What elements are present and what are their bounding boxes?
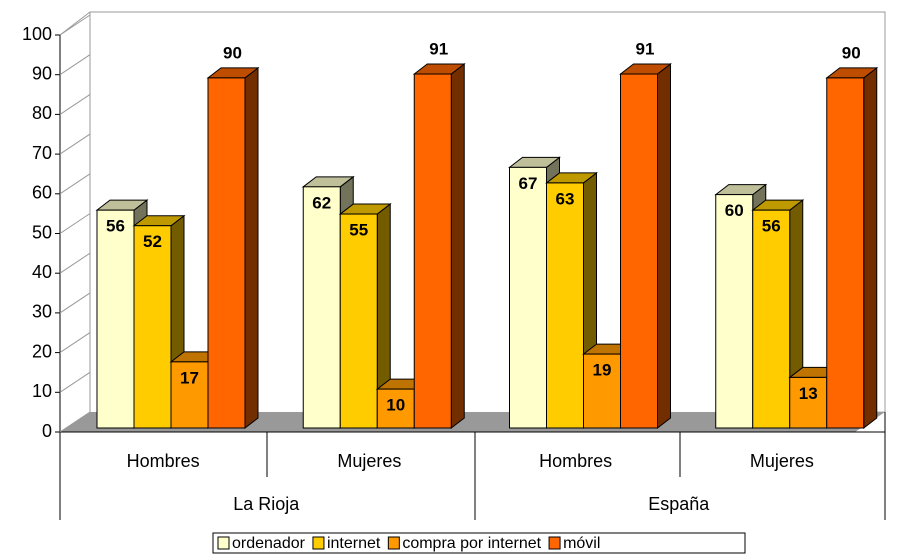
grid-line <box>59 93 91 115</box>
bar <box>826 77 865 429</box>
legend-label: móvil <box>563 535 600 552</box>
y-tick-label: 90 <box>32 63 52 83</box>
bar-side <box>657 62 671 430</box>
data-label: 52 <box>143 232 162 251</box>
x-tick-label: Mujeres <box>750 451 814 471</box>
data-label: 67 <box>519 174 538 193</box>
legend-label: ordenador <box>232 535 306 552</box>
legend-swatch <box>217 536 230 550</box>
bar <box>339 213 378 429</box>
bar <box>302 186 341 429</box>
x-tick-label: Mujeres <box>337 451 401 471</box>
grid-line <box>59 14 91 36</box>
bar <box>509 166 547 429</box>
y-tick-label: 60 <box>32 183 52 203</box>
data-label: 55 <box>349 221 368 240</box>
bar <box>170 361 209 429</box>
grid-line <box>59 411 91 433</box>
bar <box>546 182 584 429</box>
group-label: España <box>648 494 710 514</box>
y-tick-label: 40 <box>32 262 52 282</box>
y-tick-label: 70 <box>32 143 52 163</box>
x-tick-label: Hombres <box>127 451 200 471</box>
grid-line <box>59 252 91 274</box>
data-label: 91 <box>636 39 655 58</box>
y-tick-label: 20 <box>32 341 52 361</box>
bar <box>583 353 621 429</box>
grid-line <box>59 54 91 76</box>
bar <box>413 73 452 429</box>
data-label: 63 <box>556 189 575 208</box>
bar <box>207 77 246 429</box>
y-tick-label: 100 <box>22 24 52 44</box>
legend-swatch <box>387 536 400 550</box>
legend-swatch <box>312 536 325 550</box>
y-tick-label: 10 <box>32 381 52 401</box>
bar <box>789 376 828 429</box>
data-label: 17 <box>180 368 199 387</box>
bar-side <box>450 62 465 430</box>
data-label: 56 <box>106 217 125 236</box>
legend <box>212 532 746 554</box>
grid-line <box>59 133 91 155</box>
legend-swatch <box>548 536 561 550</box>
data-label: 56 <box>762 217 781 236</box>
data-label: 19 <box>593 361 612 380</box>
grid-line <box>59 371 91 393</box>
bar <box>620 73 658 429</box>
y-tick-label: 50 <box>32 222 52 242</box>
y-tick-label: 30 <box>32 302 52 322</box>
bar <box>133 225 172 429</box>
data-label: 60 <box>725 201 744 220</box>
bar <box>752 209 791 429</box>
y-tick-label: 0 <box>42 421 52 441</box>
group-label: La Rioja <box>233 494 300 514</box>
bar-side <box>863 66 878 430</box>
data-label: 13 <box>799 384 818 403</box>
bar <box>376 388 415 429</box>
legend-label: internet <box>327 535 381 552</box>
data-label: 90 <box>842 43 861 62</box>
data-label: 62 <box>312 193 331 212</box>
grid-line <box>59 173 91 195</box>
x-tick-label: Hombres <box>539 451 612 471</box>
legend-label: compra por internet <box>402 535 541 552</box>
bar <box>96 209 135 429</box>
data-label: 91 <box>429 39 448 58</box>
grid-line <box>59 332 91 354</box>
grid-line <box>59 292 91 314</box>
data-label: 90 <box>223 43 242 62</box>
floor <box>60 412 885 432</box>
bar <box>715 194 754 429</box>
data-label: 10 <box>386 396 405 415</box>
grid-line <box>59 213 91 234</box>
y-tick-label: 80 <box>32 103 52 123</box>
bar-side <box>244 66 259 430</box>
